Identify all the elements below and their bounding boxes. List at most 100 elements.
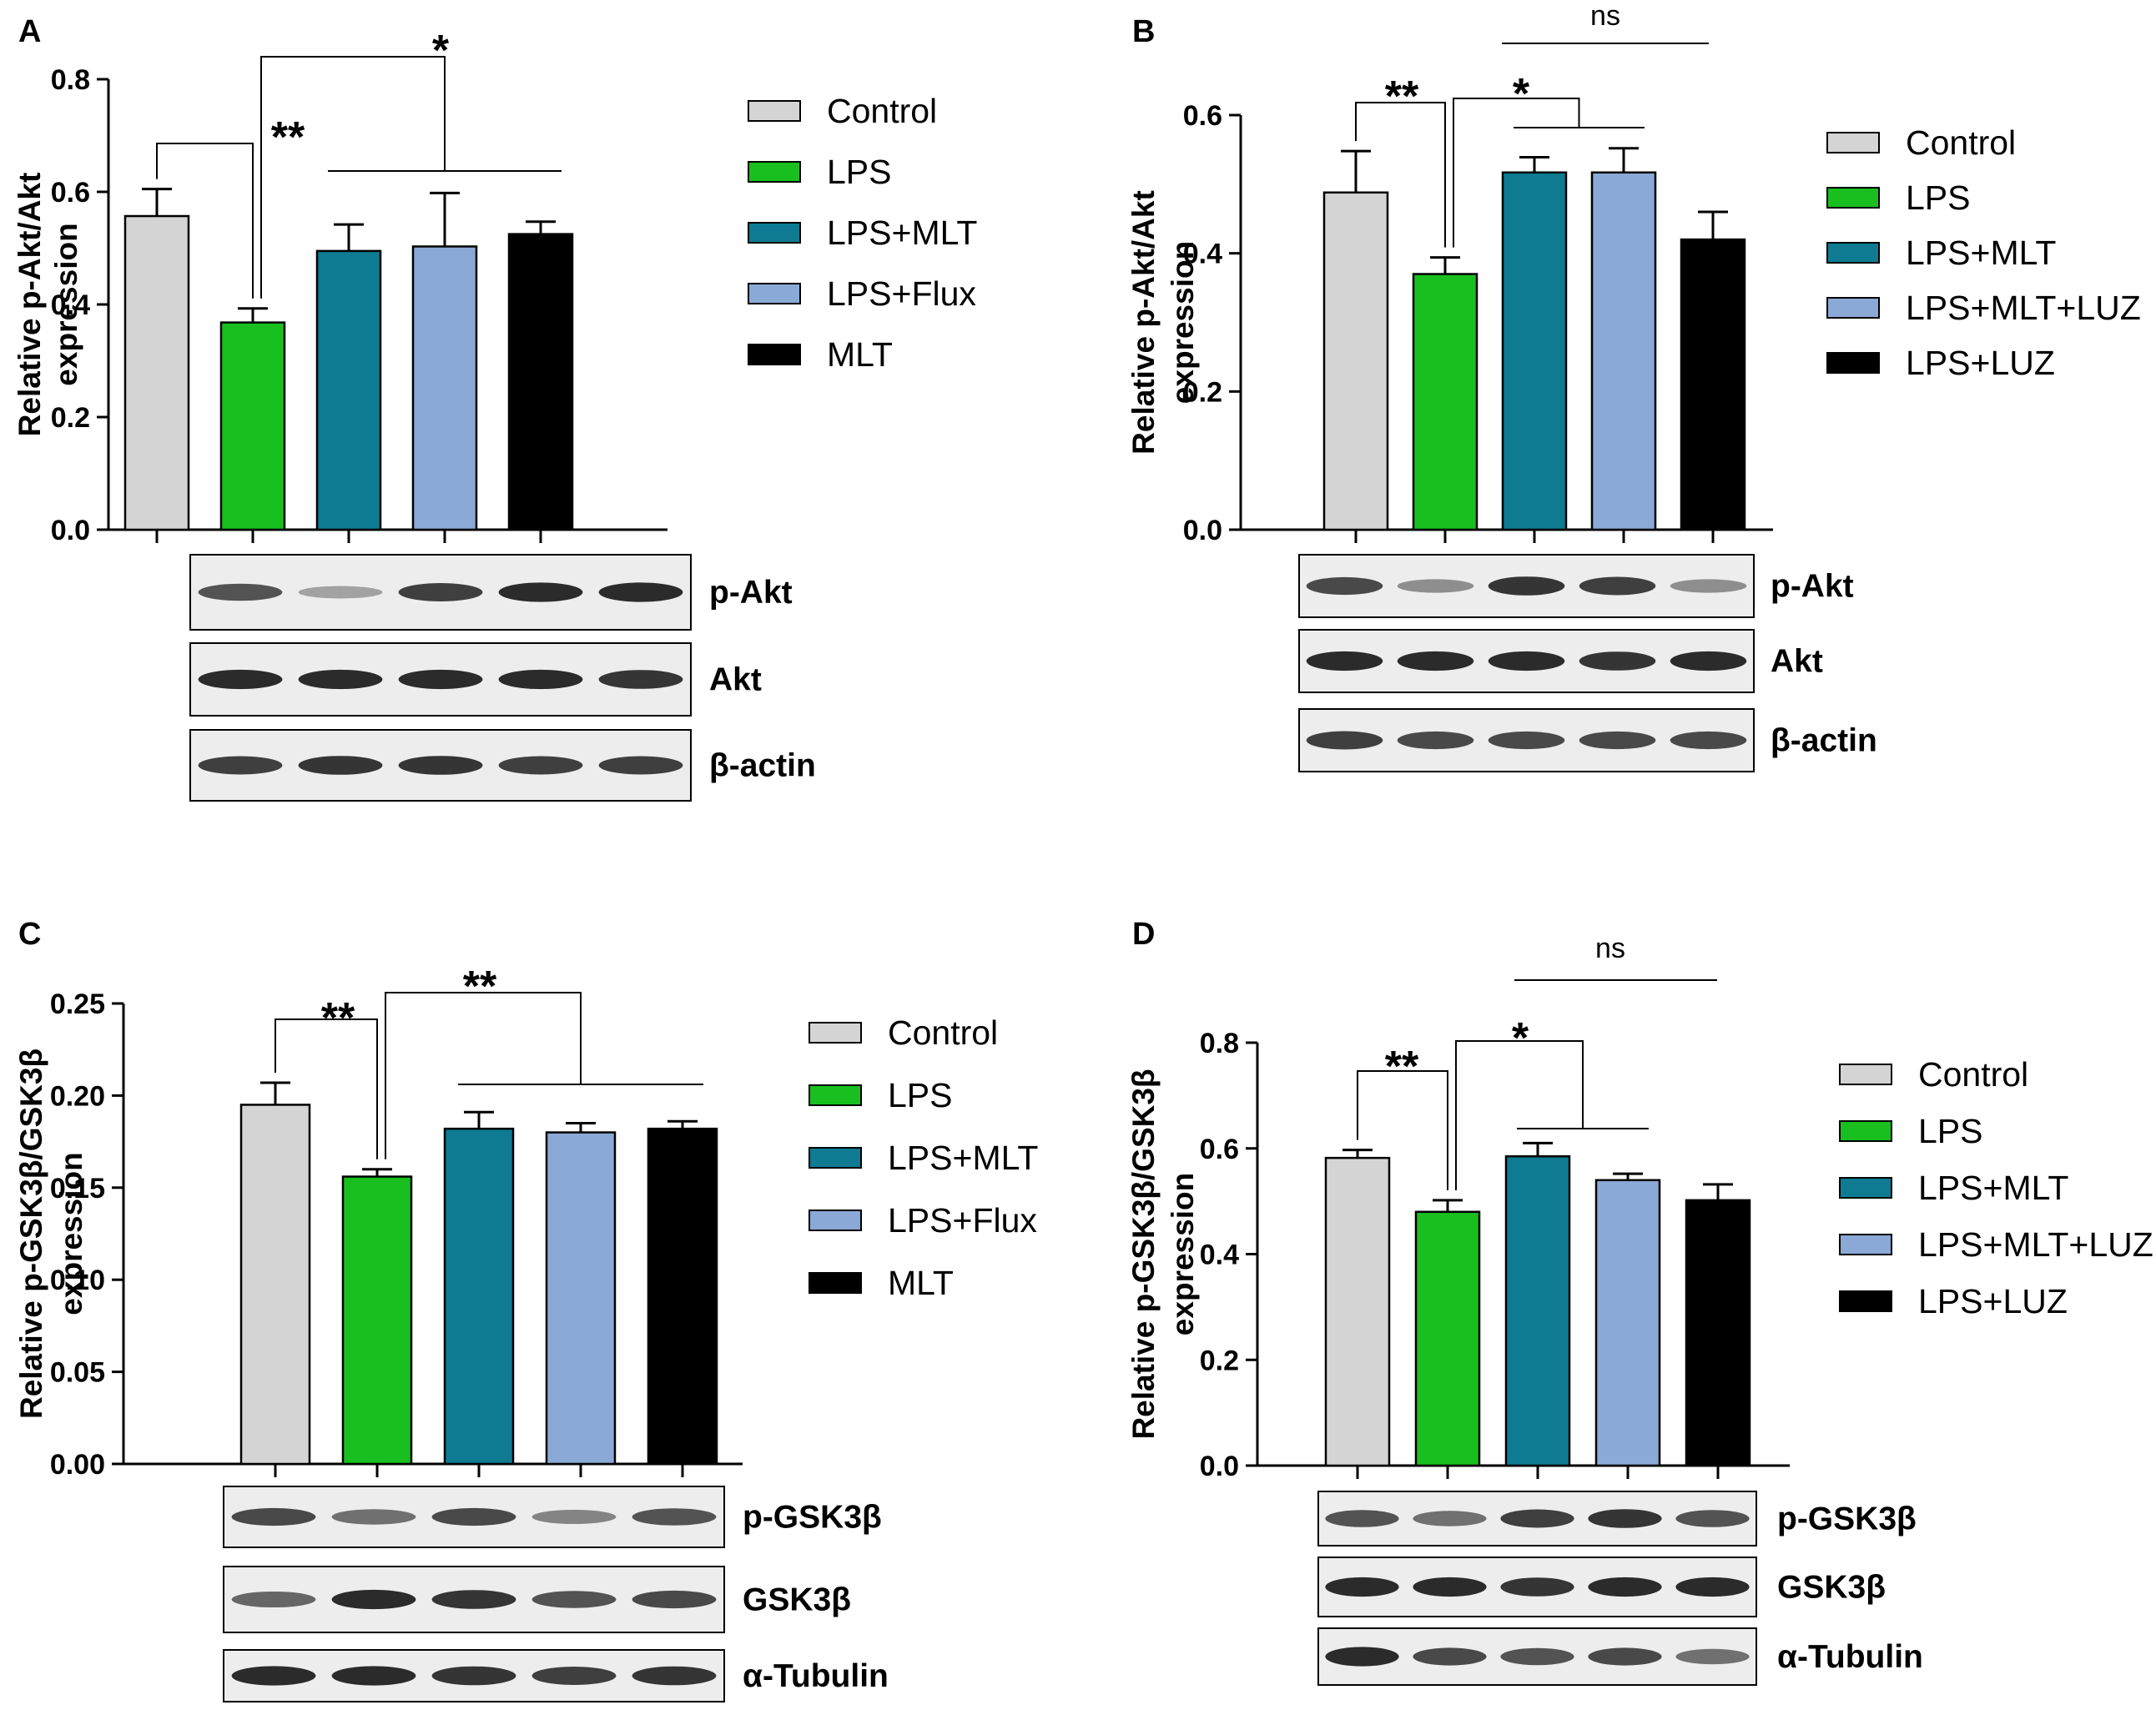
- legend-swatch: [748, 344, 801, 365]
- y-tick-label: 0.05: [50, 1357, 105, 1389]
- blot-band: [1413, 1647, 1487, 1666]
- y-tick-label: 0.2: [1200, 1345, 1239, 1376]
- y-tick-label: 0.20: [50, 1080, 105, 1112]
- y-axis-label: expression: [54, 1152, 88, 1315]
- blot-band: [1488, 731, 1565, 750]
- y-axis-label: Relative p-Akt/Akt: [13, 173, 47, 437]
- significance-bracket: [385, 992, 582, 1159]
- blot-band: [1588, 1509, 1662, 1528]
- blot-band: [1488, 576, 1565, 596]
- bar-lps: [219, 321, 286, 531]
- bar-control: [239, 1104, 311, 1466]
- blot-label: p-GSK3β: [1777, 1501, 1917, 1537]
- blot-band: [1413, 1511, 1487, 1526]
- bar-lps: [341, 1175, 413, 1466]
- legend-swatch: [748, 161, 801, 183]
- blot-band: [632, 1508, 717, 1526]
- significance-bracket: [1357, 1070, 1448, 1190]
- legend-swatch: [1839, 1290, 1892, 1312]
- blot-band: [1397, 651, 1474, 671]
- blot-band: [431, 1590, 516, 1609]
- bar-control: [1324, 1156, 1391, 1467]
- legend-label: LPS+LUZ: [1918, 1282, 2068, 1320]
- blot-band: [298, 669, 383, 690]
- blot-row: p-GSK3β: [223, 1486, 882, 1548]
- legend-label: LPS+Flux: [827, 274, 976, 313]
- blot-band: [1675, 1648, 1750, 1665]
- panel-letter: D: [1132, 917, 1155, 952]
- bar-lps-mlt-luz: [1590, 171, 1657, 531]
- legend-swatch: [808, 1210, 862, 1231]
- legend-swatch: [1826, 132, 1880, 153]
- bar-lps-mlt: [443, 1127, 515, 1466]
- legend-swatch: [1826, 352, 1880, 374]
- legend-swatch: [748, 222, 801, 244]
- blot-row: GSK3β: [223, 1566, 851, 1633]
- blot-row: α-Tubulin: [1317, 1627, 1923, 1686]
- significance-marker: *: [1512, 1014, 1529, 1063]
- blot-band: [632, 1590, 717, 1609]
- blot-label: GSK3β: [1777, 1570, 1886, 1606]
- blot-label: p-Akt: [1771, 569, 1854, 605]
- bar-lps-luz: [1680, 238, 1746, 531]
- legend-label: LPS: [827, 153, 892, 191]
- blot-band: [1306, 576, 1383, 596]
- bar-mlt: [507, 233, 574, 531]
- y-tick-label: 0.2: [51, 402, 90, 434]
- legend-label: LPS: [1918, 1112, 1983, 1150]
- legend-label: Control: [1918, 1055, 2028, 1094]
- y-axis-label: Relative p-GSK3β/GSK3β: [1126, 1069, 1161, 1439]
- blot-band: [531, 1510, 617, 1524]
- y-tick-label: 0.25: [50, 988, 105, 1020]
- bar-control: [123, 214, 190, 531]
- blot-band: [1413, 1577, 1487, 1597]
- blot-band: [1588, 1647, 1662, 1666]
- significance-marker: ns: [1590, 0, 1620, 32]
- y-tick-label: 0.2: [1183, 376, 1222, 408]
- legend-label: Control: [827, 92, 937, 130]
- blot-label: Akt: [1771, 644, 1823, 680]
- blot-row: α-Tubulin: [223, 1649, 889, 1702]
- blot-band: [1675, 1577, 1750, 1597]
- blot-row: p-Akt: [1298, 554, 1854, 618]
- y-tick-label: 0.15: [50, 1173, 105, 1205]
- significance-bracket: [156, 143, 254, 299]
- blot-band: [1670, 731, 1747, 750]
- bar-mlt: [647, 1127, 718, 1466]
- blot-label: p-Akt: [709, 575, 793, 611]
- legend-swatch: [1839, 1064, 1892, 1085]
- blot-label: α-Tubulin: [1777, 1639, 1923, 1675]
- blot-band: [231, 1591, 316, 1608]
- blot-band: [1500, 1577, 1574, 1597]
- legend-label: Control: [888, 1013, 998, 1052]
- legend-swatch: [1839, 1120, 1892, 1142]
- blot-row: Akt: [189, 642, 762, 717]
- bar-lps-flux: [545, 1131, 617, 1466]
- significance-marker: *: [1513, 70, 1530, 118]
- blot-label: β-actin: [1771, 723, 1877, 759]
- bar-control: [1322, 191, 1389, 531]
- legend-swatch: [1826, 297, 1880, 319]
- significance-bracket: [1355, 102, 1446, 248]
- blot-band: [198, 583, 283, 601]
- blot-band: [398, 669, 483, 690]
- blot-label: β-actin: [709, 748, 816, 784]
- legend-label: LPS+MLT: [1918, 1169, 2068, 1207]
- y-axis-label: Relative p-Akt/Akt: [1126, 190, 1161, 455]
- significance-marker: ns: [1595, 933, 1625, 964]
- blot-band: [198, 756, 283, 775]
- bar-lps-mlt: [1501, 171, 1568, 531]
- blot-band: [1325, 1577, 1399, 1597]
- blot-band: [1397, 731, 1474, 750]
- blot-band: [1675, 1510, 1750, 1527]
- blot-band: [598, 670, 683, 689]
- blot-row: p-Akt: [189, 554, 793, 631]
- legend-label: LPS+MLT: [827, 214, 977, 252]
- y-tick-label: 0.8: [51, 64, 90, 96]
- blot-band: [331, 1509, 416, 1525]
- blot-band: [298, 586, 383, 599]
- chart-panel-a: A 0.0 0.2 0.4 0.6 0.8 Relative p-Akt/Akt expres…: [13, 14, 977, 802]
- y-tick-label: 0.4: [1200, 1240, 1239, 1271]
- bar-lps: [1414, 1210, 1481, 1467]
